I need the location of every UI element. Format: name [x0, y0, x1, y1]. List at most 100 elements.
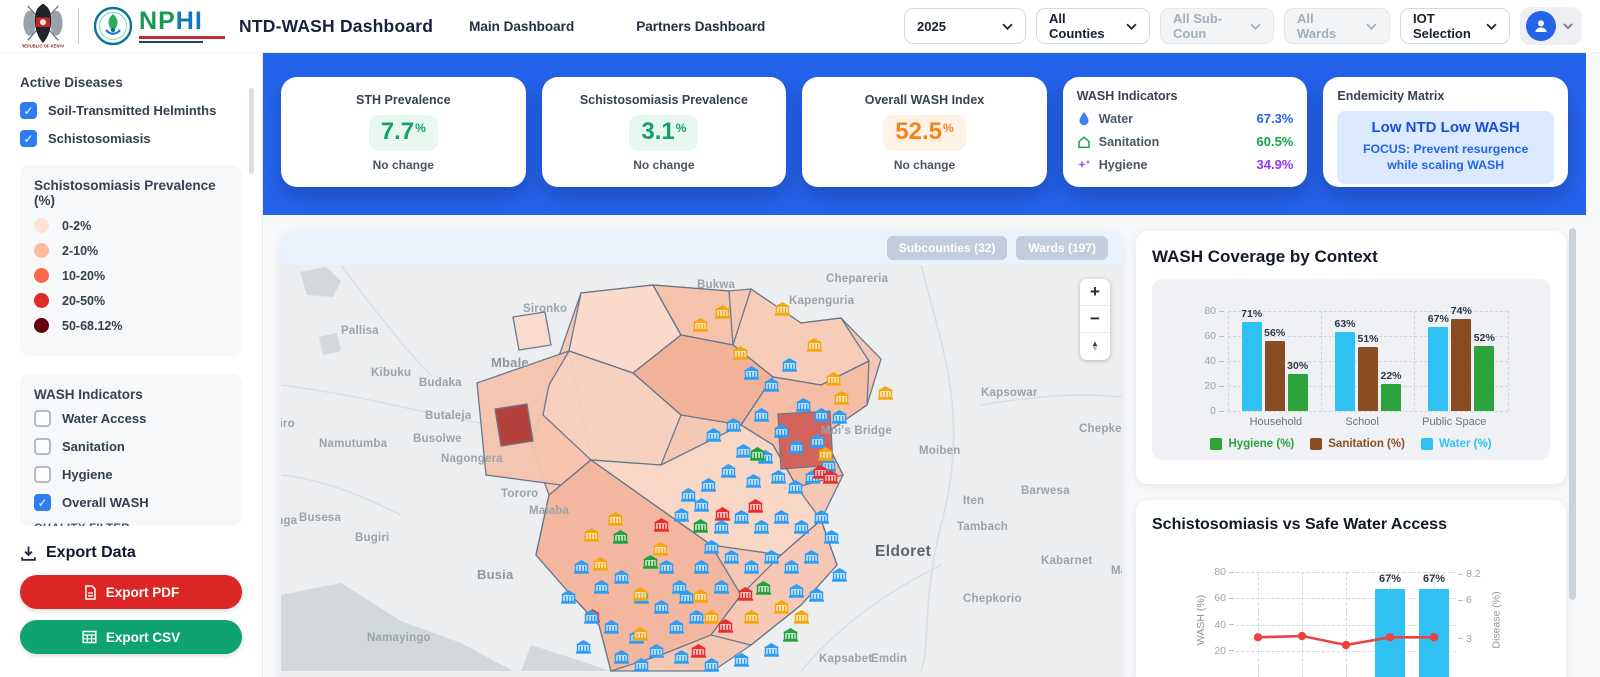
map-marker[interactable]	[753, 519, 770, 535]
map-marker[interactable]	[592, 556, 609, 572]
map-marker[interactable]	[658, 559, 675, 575]
map-marker[interactable]	[603, 619, 620, 635]
disease-checkbox-schistosomiasis[interactable]: ✓Schistosomiasis	[20, 130, 242, 147]
checkbox-checked[interactable]: ✓	[20, 130, 37, 147]
map-marker[interactable]	[703, 657, 720, 673]
map-marker[interactable]	[693, 497, 710, 513]
map-marker[interactable]	[583, 527, 600, 543]
map-marker[interactable]	[831, 409, 848, 425]
map-marker[interactable]	[607, 511, 624, 527]
map-marker[interactable]	[787, 479, 804, 495]
map-marker[interactable]	[653, 599, 670, 615]
map-marker[interactable]	[803, 549, 820, 565]
map-marker[interactable]	[774, 301, 791, 317]
map-marker[interactable]	[632, 586, 649, 602]
map-marker[interactable]	[703, 609, 720, 625]
toggle-subcounties[interactable]: Subcounties (32)	[887, 236, 1008, 260]
checkbox-checked[interactable]: ✓	[20, 102, 37, 119]
map-marker[interactable]	[743, 609, 760, 625]
map-marker[interactable]	[823, 529, 840, 545]
map-marker[interactable]	[877, 385, 894, 401]
map-marker[interactable]	[692, 518, 709, 534]
map-marker[interactable]	[737, 586, 754, 602]
sort-reset-button[interactable]: ▲▼	[1080, 333, 1110, 360]
map-marker[interactable]	[633, 657, 650, 673]
nav-main-dashboard[interactable]: Main Dashboard	[469, 19, 574, 34]
wash-checkbox-hygiene[interactable]: Hygiene	[34, 466, 228, 483]
map-marker[interactable]	[668, 619, 685, 635]
map-marker[interactable]	[593, 579, 610, 595]
user-menu-button[interactable]	[1520, 7, 1582, 45]
map-marker[interactable]	[713, 519, 730, 535]
map-marker[interactable]	[795, 397, 812, 413]
toggle-wards[interactable]: Wards (197)	[1016, 236, 1108, 260]
wash-checkbox-sanitation[interactable]: Sanitation	[34, 438, 228, 455]
checkbox[interactable]	[34, 410, 51, 427]
map-marker[interactable]	[813, 509, 830, 525]
map-marker[interactable]	[613, 649, 630, 665]
map-marker[interactable]	[653, 517, 670, 533]
map-marker[interactable]	[773, 599, 790, 615]
map-marker[interactable]	[723, 549, 740, 565]
map-marker[interactable]	[671, 579, 688, 595]
map-marker[interactable]	[692, 317, 709, 333]
zoom-in-button[interactable]: +	[1080, 279, 1110, 306]
map-marker[interactable]	[720, 463, 737, 479]
map-marker[interactable]	[755, 580, 772, 596]
map-marker[interactable]	[713, 579, 730, 595]
map-marker[interactable]	[753, 407, 770, 423]
map-marker[interactable]	[808, 587, 825, 603]
map-marker[interactable]	[573, 559, 590, 575]
map-marker[interactable]	[793, 519, 810, 535]
map-marker[interactable]	[733, 652, 750, 668]
export-pdf-button[interactable]: Export PDF	[20, 575, 242, 609]
checkbox[interactable]	[34, 438, 51, 455]
map-marker[interactable]	[813, 407, 830, 423]
map-marker[interactable]	[700, 477, 717, 493]
map-canvas[interactable]: ChepareriaBukwaKapenguriaPallisaSironkoM…	[281, 265, 1122, 677]
checkbox-checked[interactable]: ✓	[34, 494, 51, 511]
nav-partners-dashboard[interactable]: Partners Dashboard	[636, 19, 765, 34]
map-marker[interactable]	[703, 539, 720, 555]
map-marker[interactable]	[575, 639, 592, 655]
map-marker[interactable]	[745, 473, 762, 489]
map-marker[interactable]	[822, 469, 839, 485]
map-marker[interactable]	[773, 423, 790, 439]
map-marker[interactable]	[773, 509, 790, 525]
map-marker[interactable]	[733, 509, 750, 525]
checkbox[interactable]	[34, 466, 51, 483]
map-marker[interactable]	[673, 649, 690, 665]
map-marker[interactable]	[743, 365, 760, 381]
filter-select-2025[interactable]: 2025	[904, 8, 1026, 44]
map-marker[interactable]	[788, 583, 805, 599]
map-marker[interactable]	[692, 588, 709, 604]
sidebar-scrollbar[interactable]	[249, 88, 254, 174]
map-marker[interactable]	[560, 589, 577, 605]
map-marker[interactable]	[825, 371, 842, 387]
zoom-out-button[interactable]: −	[1080, 306, 1110, 333]
wash-checkbox-water-access[interactable]: Water Access	[34, 410, 228, 427]
map-marker[interactable]	[749, 446, 766, 462]
map-marker[interactable]	[788, 439, 805, 455]
map-marker[interactable]	[770, 469, 787, 485]
map-marker[interactable]	[673, 507, 690, 523]
map-marker[interactable]	[763, 549, 780, 565]
map-marker[interactable]	[612, 529, 629, 545]
map-marker[interactable]	[652, 541, 669, 557]
map-marker[interactable]	[782, 627, 799, 643]
map-marker[interactable]	[763, 642, 780, 658]
map-marker[interactable]	[714, 304, 731, 320]
map-marker[interactable]	[833, 390, 850, 406]
map-marker[interactable]	[613, 569, 630, 585]
map-marker[interactable]	[781, 357, 798, 373]
map-marker[interactable]	[632, 626, 649, 642]
export-csv-button[interactable]: Export CSV	[20, 620, 242, 654]
map-marker[interactable]	[725, 417, 742, 433]
map-marker[interactable]	[806, 337, 823, 353]
filter-select-iot-selection[interactable]: IOT Selection	[1400, 8, 1510, 44]
map-marker[interactable]	[583, 609, 600, 625]
filter-select-all-counties[interactable]: All Counties	[1036, 8, 1150, 44]
map-marker[interactable]	[705, 427, 722, 443]
disease-checkbox-soil-transmitted-helminths[interactable]: ✓Soil-Transmitted Helminths	[20, 102, 242, 119]
page-scrollbar[interactable]	[1569, 228, 1576, 600]
